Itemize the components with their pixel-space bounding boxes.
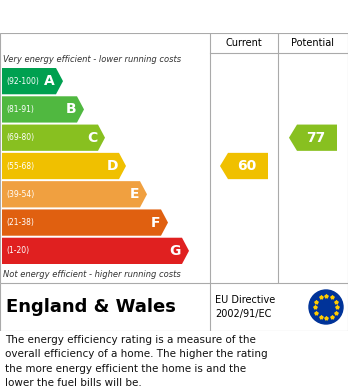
Polygon shape [220, 153, 268, 179]
Text: B: B [65, 102, 76, 117]
Text: EU Directive
2002/91/EC: EU Directive 2002/91/EC [215, 295, 275, 319]
Text: D: D [106, 159, 118, 173]
Polygon shape [289, 125, 337, 151]
Text: Potential: Potential [292, 38, 334, 48]
Polygon shape [2, 68, 63, 94]
Text: (81-91): (81-91) [6, 105, 34, 114]
Text: 77: 77 [306, 131, 325, 145]
Text: (55-68): (55-68) [6, 161, 34, 170]
Text: F: F [150, 215, 160, 230]
Text: England & Wales: England & Wales [6, 298, 176, 316]
Text: (69-80): (69-80) [6, 133, 34, 142]
Polygon shape [2, 153, 126, 179]
Text: (21-38): (21-38) [6, 218, 34, 227]
Text: (92-100): (92-100) [6, 77, 39, 86]
Polygon shape [2, 181, 147, 208]
Text: 60: 60 [237, 159, 256, 173]
Text: Not energy efficient - higher running costs: Not energy efficient - higher running co… [3, 270, 181, 279]
Polygon shape [2, 96, 84, 122]
Text: Current: Current [226, 38, 262, 48]
Text: (39-54): (39-54) [6, 190, 34, 199]
Text: C: C [87, 131, 97, 145]
Text: Energy Efficiency Rating: Energy Efficiency Rating [10, 9, 232, 24]
Text: Very energy efficient - lower running costs: Very energy efficient - lower running co… [3, 55, 181, 64]
Circle shape [309, 290, 343, 324]
Polygon shape [2, 210, 168, 236]
Text: The energy efficiency rating is a measure of the
overall efficiency of a home. T: The energy efficiency rating is a measur… [5, 335, 268, 388]
Text: G: G [169, 244, 181, 258]
Text: A: A [44, 74, 55, 88]
Text: E: E [129, 187, 139, 201]
Text: (1-20): (1-20) [6, 246, 29, 255]
Polygon shape [2, 125, 105, 151]
Polygon shape [2, 238, 189, 264]
